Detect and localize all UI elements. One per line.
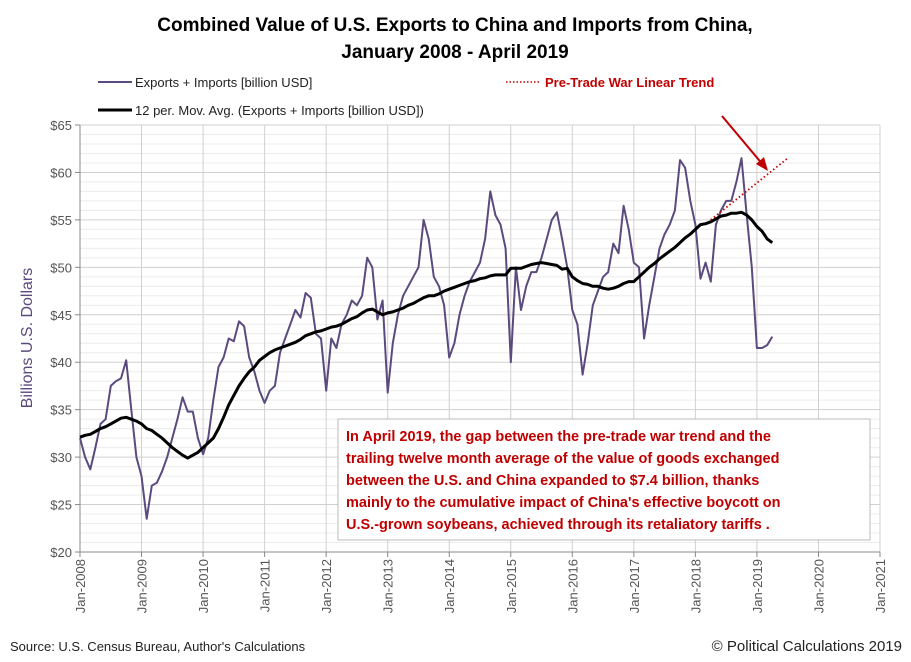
y-axis-ticks: $20 $25 $30 $35 $40 $45 $50 $55 $60 $65 <box>50 118 80 560</box>
annotation-line: trailing twelve month average of the val… <box>346 451 779 467</box>
annotation-box: In April 2019, the gap between the pre-t… <box>337 418 871 541</box>
y-axis-label: Billions U.S. Dollars <box>19 268 36 408</box>
legend-label-moving-average: 12 per. Mov. Avg. (Exports + Imports [bi… <box>135 103 424 118</box>
series <box>79 157 789 520</box>
arrow-head-icon <box>756 157 768 171</box>
x-tick-label: Jan-2008 <box>73 559 88 613</box>
legend-label-exports-imports: Exports + Imports [billion USD] <box>135 75 312 90</box>
y-tick-label: $30 <box>50 450 72 465</box>
copyright-note: © Political Calculations 2019 <box>712 638 902 655</box>
annotation-arrow <box>721 115 765 167</box>
x-tick-label: Jan-2009 <box>135 559 150 613</box>
x-tick-label: Jan-2010 <box>196 559 211 613</box>
y-tick-label: $25 <box>50 498 72 513</box>
y-tick-label: $20 <box>50 545 72 560</box>
annotation-line: mainly to the cumulative impact of China… <box>346 495 781 511</box>
y-tick-label: $65 <box>50 118 72 133</box>
chart-subtitle: January 2008 - April 2019 <box>341 42 568 63</box>
x-tick-label: Jan-2016 <box>565 559 580 613</box>
x-tick-label: Jan-2012 <box>319 559 334 613</box>
annotation-line: In April 2019, the gap between the pre-t… <box>346 429 771 445</box>
x-tick-label: Jan-2019 <box>750 559 765 613</box>
x-tick-label: Jan-2015 <box>504 559 519 613</box>
y-tick-label: $55 <box>50 213 72 228</box>
x-tick-label: Jan-2013 <box>381 559 396 613</box>
x-tick-label: Jan-2018 <box>688 559 703 613</box>
y-tick-label: $35 <box>50 403 72 418</box>
x-tick-label: Jan-2014 <box>442 559 457 613</box>
x-tick-label: Jan-2020 <box>811 559 826 613</box>
chart-title: Combined Value of U.S. Exports to China … <box>157 15 752 36</box>
annotation-line: between the U.S. and China expanded to $… <box>346 473 759 489</box>
series-trend-line <box>710 157 789 221</box>
legend-label-trend: Pre-Trade War Linear Trend <box>545 75 714 90</box>
legend: Exports + Imports [billion USD] 12 per. … <box>98 75 714 118</box>
y-tick-label: $40 <box>50 355 72 370</box>
y-tick-label: $45 <box>50 308 72 323</box>
x-tick-label: Jan-2017 <box>627 559 642 613</box>
y-tick-label: $50 <box>50 260 72 275</box>
x-tick-label: Jan-2021 <box>873 559 888 613</box>
x-axis-ticks: Jan-2008 Jan-2009 Jan-2010 Jan-2011 Jan-2012… <box>73 552 888 613</box>
x-tick-label: Jan-2011 <box>258 559 273 612</box>
source-note: Source: U.S. Census Bureau, Author's Cal… <box>10 639 306 654</box>
series-moving-average-line <box>79 210 774 460</box>
annotation-line: U.S.-grown soybeans, achieved through it… <box>346 517 770 533</box>
y-tick-label: $60 <box>50 165 72 180</box>
